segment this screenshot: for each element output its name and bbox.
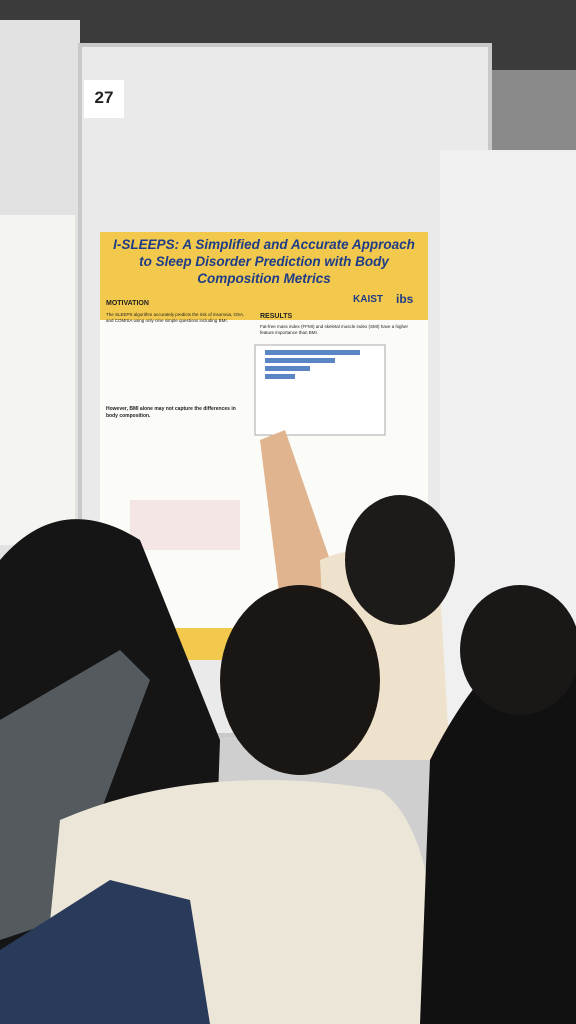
board-number: 27 — [94, 88, 114, 107]
presenter-hair — [345, 495, 455, 625]
section-text: Fat-free mass index (FFMI) and skeletal … — [260, 324, 409, 335]
poster-title: I-SLEEPS: A Simplified and Accurate Appr… — [113, 237, 415, 286]
poster-bar — [265, 366, 310, 371]
right-person-hair — [460, 585, 576, 715]
backpack-strap — [0, 650, 150, 940]
number-card — [84, 80, 124, 118]
poster-bar — [265, 350, 360, 355]
left-poster — [0, 215, 75, 545]
poster-bar — [265, 358, 335, 363]
poster-figure — [130, 500, 240, 550]
poster-bar — [265, 374, 295, 379]
subheading: However, BMI alone may not capture the d… — [106, 406, 236, 419]
logo: ibs — [396, 292, 414, 306]
backpack — [0, 880, 210, 1024]
section-heading: RESULTS — [260, 313, 293, 320]
man-head — [220, 585, 380, 775]
section-heading: MOTIVATION — [106, 300, 149, 307]
poster-header — [100, 232, 428, 320]
logo: KAIST — [353, 294, 383, 305]
section-text: The SLEEPS algorithm accurately predicts… — [106, 312, 245, 323]
right-person — [420, 622, 576, 1024]
